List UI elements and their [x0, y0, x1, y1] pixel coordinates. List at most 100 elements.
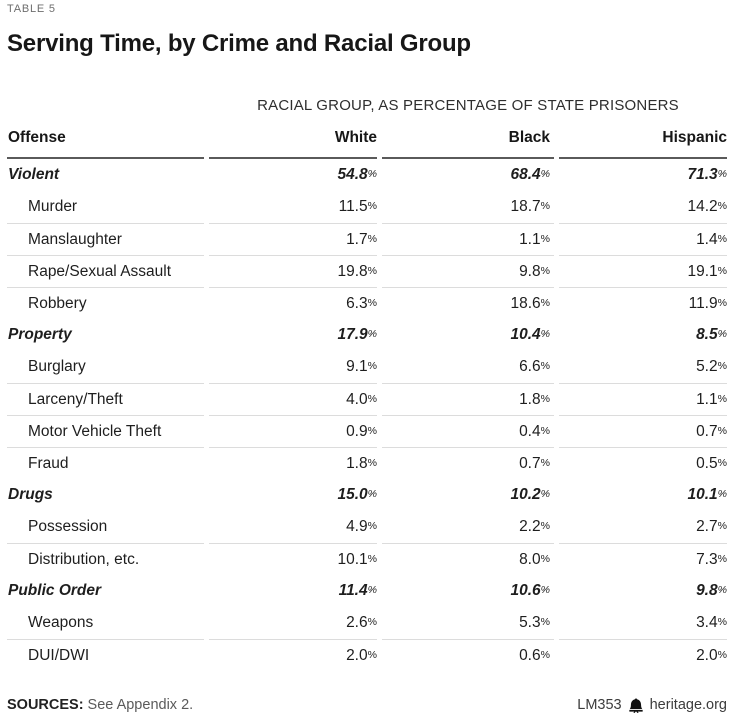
table-row: Weapons 2.6% 5.3% 3.4%	[7, 607, 727, 639]
table-number-label: TABLE 5	[7, 3, 56, 15]
value-cell: 1.1%	[559, 383, 727, 415]
offense-cell: Possession	[28, 518, 108, 535]
offense-cell: Rape/Sexual Assault	[7, 255, 204, 287]
column-header-black: Black	[382, 121, 554, 159]
value-cell: 0.7%	[382, 447, 554, 479]
value-cell: 68.4%	[510, 166, 550, 183]
value-cell: 54.8%	[337, 166, 377, 183]
value-cell: 9.8%	[696, 582, 727, 599]
table-row: Public Order 11.4% 10.6% 9.8%	[7, 575, 727, 607]
value-cell: 8.5%	[696, 326, 727, 343]
value-cell: 10.4%	[510, 326, 550, 343]
group-header-spacer	[7, 89, 204, 121]
offense-cell: Property	[8, 326, 72, 343]
offense-cell: Robbery	[7, 287, 204, 319]
offense-cell: Violent	[8, 166, 60, 183]
offense-cell: Larceny/Theft	[7, 383, 204, 415]
value-cell: 1.7%	[209, 223, 377, 255]
offense-cell: Murder	[28, 198, 78, 215]
table-row: Drugs 15.0% 10.2% 10.1%	[7, 479, 727, 511]
value-cell: 0.7%	[559, 415, 727, 447]
offense-cell: Weapons	[28, 614, 94, 631]
value-cell: 10.2%	[510, 486, 550, 503]
value-cell: 7.3%	[559, 543, 727, 575]
offense-cell: Drugs	[8, 486, 53, 503]
value-cell: 1.1%	[382, 223, 554, 255]
document-id: LM353	[577, 697, 622, 713]
table-row: Burglary 9.1% 6.6% 5.2%	[7, 351, 727, 383]
offense-cell: DUI/DWI	[7, 639, 204, 671]
value-cell: 2.6%	[346, 614, 377, 631]
value-cell: 11.5%	[338, 198, 377, 215]
table-row: DUI/DWI 2.0% 0.6% 2.0%	[7, 639, 727, 671]
value-cell: 18.6%	[382, 287, 554, 319]
table-row: Murder 11.5% 18.7% 14.2%	[7, 191, 727, 223]
offense-cell: Motor Vehicle Theft	[7, 415, 204, 447]
sources-note: SOURCES: See Appendix 2.	[7, 697, 193, 713]
value-cell: 1.8%	[209, 447, 377, 479]
brand-line: LM353 heritage.org	[577, 697, 727, 713]
value-cell: 0.5%	[559, 447, 727, 479]
value-cell: 5.2%	[696, 358, 727, 375]
value-cell: 10.1%	[209, 543, 377, 575]
value-cell: 6.6%	[519, 358, 550, 375]
table-row: Motor Vehicle Theft 0.9% 0.4% 0.7%	[7, 415, 727, 447]
value-cell: 6.3%	[209, 287, 377, 319]
group-header: RACIAL GROUP, AS PERCENTAGE OF STATE PRI…	[257, 96, 679, 114]
figure-footer: SOURCES: See Appendix 2. LM353 heritage.o…	[7, 697, 727, 713]
liberty-bell-icon	[628, 698, 644, 713]
value-cell: 5.3%	[519, 614, 550, 631]
value-cell: 71.3%	[687, 166, 727, 183]
value-cell: 2.7%	[696, 518, 727, 535]
value-cell: 19.8%	[209, 255, 377, 287]
value-cell: 18.7%	[510, 198, 550, 215]
table-row: Fraud 1.8% 0.7% 0.5%	[7, 447, 727, 479]
value-cell: 14.2%	[687, 198, 727, 215]
value-cell: 0.6%	[382, 639, 554, 671]
column-header-offense: Offense	[7, 121, 204, 159]
table-row: Property 17.9% 10.4% 8.5%	[7, 319, 727, 351]
value-cell: 17.9%	[337, 326, 377, 343]
value-cell: 1.8%	[382, 383, 554, 415]
sources-text: See Appendix 2.	[87, 697, 194, 713]
offense-cell: Public Order	[8, 582, 102, 599]
serving-time-table: RACIAL GROUP, AS PERCENTAGE OF STATE PRI…	[2, 89, 732, 671]
table-row: Distribution, etc. 10.1% 8.0% 7.3%	[7, 543, 727, 575]
offense-cell: Distribution, etc.	[7, 543, 204, 575]
table-row: Possession 4.9% 2.2% 2.7%	[7, 511, 727, 543]
value-cell: 8.0%	[382, 543, 554, 575]
value-cell: 4.0%	[209, 383, 377, 415]
value-cell: 9.1%	[346, 358, 377, 375]
value-cell: 11.9%	[559, 287, 727, 319]
table-row: Rape/Sexual Assault 19.8% 9.8% 19.1%	[7, 255, 727, 287]
table-row: Larceny/Theft 4.0% 1.8% 1.1%	[7, 383, 727, 415]
value-cell: 2.0%	[559, 639, 727, 671]
offense-cell: Fraud	[7, 447, 204, 479]
value-cell: 1.4%	[559, 223, 727, 255]
value-cell: 0.9%	[209, 415, 377, 447]
page-title: Serving Time, by Crime and Racial Group	[7, 30, 471, 57]
value-cell: 3.4%	[696, 614, 727, 631]
heritage-site-link[interactable]: heritage.org	[649, 697, 727, 713]
value-cell: 19.1%	[559, 255, 727, 287]
group-header-row: RACIAL GROUP, AS PERCENTAGE OF STATE PRI…	[7, 89, 727, 121]
column-header-row: Offense White Black Hispanic	[7, 121, 727, 159]
table-row: Robbery 6.3% 18.6% 11.9%	[7, 287, 727, 319]
column-header-white: White	[209, 121, 377, 159]
sources-label: SOURCES:	[7, 697, 84, 713]
value-cell: 10.1%	[687, 486, 727, 503]
table-row: Violent 54.8% 68.4% 71.3%	[7, 159, 727, 191]
table-row: Manslaughter 1.7% 1.1% 1.4%	[7, 223, 727, 255]
table-body: Violent 54.8% 68.4% 71.3% Murder 11.5% 18.7% 14…	[7, 159, 727, 671]
offense-cell: Burglary	[28, 358, 86, 375]
value-cell: 9.8%	[382, 255, 554, 287]
value-cell: 0.4%	[382, 415, 554, 447]
column-header-hispanic: Hispanic	[559, 121, 727, 159]
value-cell: 11.4%	[338, 582, 377, 599]
value-cell: 15.0%	[337, 486, 377, 503]
offense-cell: Manslaughter	[7, 223, 204, 255]
value-cell: 2.0%	[209, 639, 377, 671]
value-cell: 10.6%	[510, 582, 550, 599]
value-cell: 4.9%	[346, 518, 377, 535]
